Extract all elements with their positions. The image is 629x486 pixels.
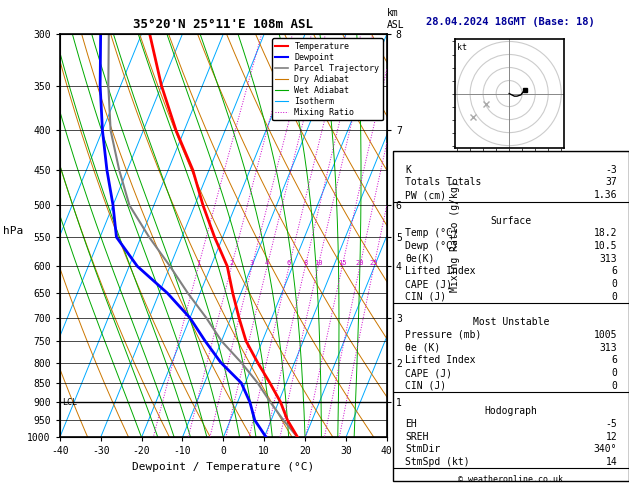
Text: 313: 313 (599, 343, 617, 353)
Text: SREH: SREH (405, 432, 428, 442)
Text: Most Unstable: Most Unstable (473, 317, 549, 327)
Text: 1005: 1005 (594, 330, 617, 340)
Y-axis label: hPa: hPa (3, 226, 23, 236)
Text: Dewp (°C): Dewp (°C) (405, 241, 458, 251)
Text: 0: 0 (611, 292, 617, 302)
Text: CAPE (J): CAPE (J) (405, 279, 452, 289)
Text: 10.5: 10.5 (594, 241, 617, 251)
Text: StmSpd (kt): StmSpd (kt) (405, 457, 469, 467)
Text: 6: 6 (611, 266, 617, 277)
Text: 28.04.2024 18GMT (Base: 18): 28.04.2024 18GMT (Base: 18) (426, 17, 595, 27)
Text: 14: 14 (606, 457, 617, 467)
Text: θe (K): θe (K) (405, 343, 440, 353)
Text: 12: 12 (606, 432, 617, 442)
Text: 4: 4 (265, 260, 269, 266)
Text: CIN (J): CIN (J) (405, 381, 446, 391)
Text: 0: 0 (611, 381, 617, 391)
Text: CAPE (J): CAPE (J) (405, 368, 452, 378)
Text: 0: 0 (611, 279, 617, 289)
Text: 20: 20 (355, 260, 364, 266)
Text: 37: 37 (606, 177, 617, 188)
Text: 2: 2 (230, 260, 233, 266)
Text: 340°: 340° (594, 444, 617, 454)
Text: 18.2: 18.2 (594, 228, 617, 238)
Text: © weatheronline.co.uk: © weatheronline.co.uk (459, 474, 563, 484)
Text: 1: 1 (196, 260, 201, 266)
Text: -5: -5 (606, 419, 617, 429)
Title: 35°20'N 25°11'E 108m ASL: 35°20'N 25°11'E 108m ASL (133, 18, 313, 32)
Text: 0: 0 (611, 368, 617, 378)
Legend: Temperature, Dewpoint, Parcel Trajectory, Dry Adiabat, Wet Adiabat, Isotherm, Mi: Temperature, Dewpoint, Parcel Trajectory… (272, 38, 382, 121)
Text: 1.36: 1.36 (594, 190, 617, 200)
X-axis label: Dewpoint / Temperature (°C): Dewpoint / Temperature (°C) (132, 462, 314, 472)
Text: K: K (405, 165, 411, 175)
Text: 25: 25 (370, 260, 378, 266)
Text: StmDir: StmDir (405, 444, 440, 454)
Text: 8: 8 (303, 260, 308, 266)
Text: kt: kt (457, 43, 467, 52)
Text: 313: 313 (599, 254, 617, 264)
Text: Lifted Index: Lifted Index (405, 355, 476, 365)
Text: LCL: LCL (62, 398, 77, 407)
Y-axis label: Mixing Ratio (g/kg): Mixing Ratio (g/kg) (450, 180, 460, 292)
Text: km
ASL: km ASL (387, 8, 404, 30)
Text: Temp (°C): Temp (°C) (405, 228, 458, 238)
Text: -3: -3 (606, 165, 617, 175)
Text: Totals Totals: Totals Totals (405, 177, 481, 188)
Text: 10: 10 (314, 260, 323, 266)
Text: Surface: Surface (491, 216, 532, 226)
Text: Pressure (mb): Pressure (mb) (405, 330, 481, 340)
Text: 6: 6 (287, 260, 291, 266)
Text: 6: 6 (611, 355, 617, 365)
Text: CIN (J): CIN (J) (405, 292, 446, 302)
Text: 15: 15 (338, 260, 347, 266)
Text: θe(K): θe(K) (405, 254, 434, 264)
Text: Hodograph: Hodograph (484, 406, 538, 416)
Text: 3: 3 (250, 260, 254, 266)
Text: Lifted Index: Lifted Index (405, 266, 476, 277)
Text: PW (cm): PW (cm) (405, 190, 446, 200)
Text: EH: EH (405, 419, 416, 429)
